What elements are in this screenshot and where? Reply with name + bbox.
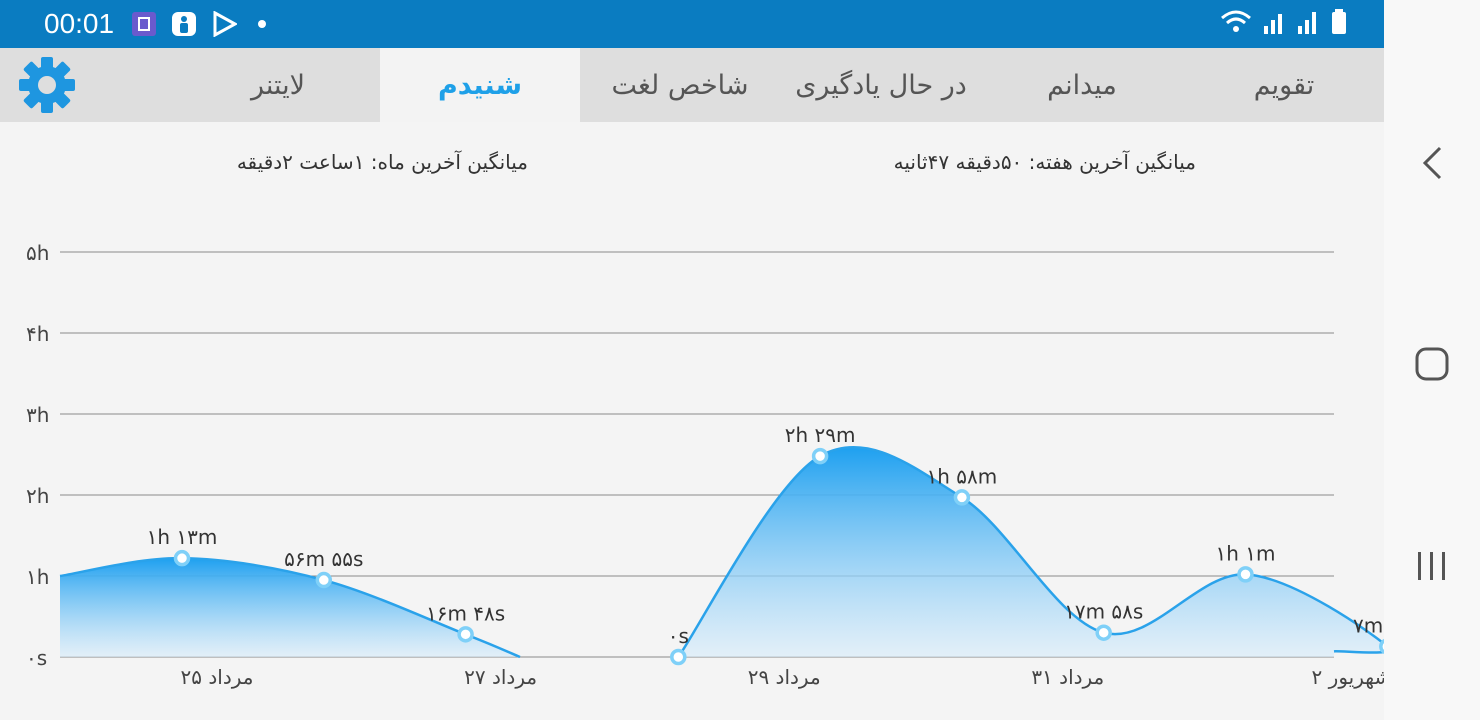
monthly-average-value: ۱ساعت ۲دقیقه <box>236 150 365 174</box>
data-point[interactable] <box>953 489 971 506</box>
x-tick-label: ۲۷ مرداد <box>464 665 537 689</box>
tab-bar: تقویم میدانم در حال یادگیری شاخص لغت شنی… <box>0 48 1384 122</box>
tab-leitner[interactable]: لایتنر <box>178 48 378 122</box>
signal-icon-1 <box>1262 8 1286 40</box>
data-label: ۲h ۲۹m <box>785 423 856 447</box>
data-point[interactable] <box>1095 624 1112 641</box>
series-line <box>677 446 1384 658</box>
x-tick-label: ۲۵ مرداد <box>181 665 254 689</box>
battery-icon <box>1330 8 1348 40</box>
data-label: ۵۶m ۵۵s <box>284 547 363 571</box>
data-point[interactable] <box>457 626 474 643</box>
series-area <box>60 558 520 657</box>
data-label: ۱۷m ۵۸s <box>1064 600 1143 624</box>
tab-word-index[interactable]: شاخص لغت <box>580 48 780 122</box>
status-system-icons <box>1220 8 1348 40</box>
tab-heard[interactable]: شنیدم <box>380 48 580 122</box>
tab-label: میدانم <box>1047 69 1117 101</box>
tab-known[interactable]: میدانم <box>982 48 1182 122</box>
home-button-icon[interactable] <box>1384 344 1480 384</box>
settings-gear-icon[interactable] <box>18 56 76 114</box>
monthly-average-label: میانگین آخرین ماه: <box>370 150 528 174</box>
data-point[interactable] <box>811 447 829 465</box>
data-label: ۱h ۱۳m <box>147 525 218 549</box>
data-point[interactable] <box>315 571 333 589</box>
accessibility-icon <box>170 10 198 38</box>
tab-label: شاخص لغت <box>611 69 749 101</box>
weekly-average: میانگین آخرین هفته: ۵۰دقیقه ۴۷ثانیه <box>894 150 1196 174</box>
data-point[interactable] <box>173 549 191 567</box>
navigation-bar <box>1384 0 1480 720</box>
data-label: ۱h ۵۸m <box>927 464 998 488</box>
series-area <box>678 447 1384 657</box>
data-point[interactable] <box>1379 638 1384 655</box>
tab-learning[interactable]: در حال یادگیری <box>780 48 982 122</box>
x-tick-label: ۳۱ مرداد <box>1031 665 1104 689</box>
tab-calendar[interactable]: تقویم <box>1184 48 1384 122</box>
data-point[interactable] <box>1237 566 1254 583</box>
y-tick-label: ۴h <box>26 322 49 346</box>
y-tick-label: ۲h <box>26 484 49 508</box>
y-tick-label: ۵h <box>26 241 49 265</box>
y-tick-label: ۱h <box>26 565 49 589</box>
listening-time-chart: ۰s ۱h ۲h ۳h ۴h ۵h ۲۵ مرداد ۲۷ مرداد ۲۹ مرداد ۳۱ م… <box>26 241 1384 689</box>
play-store-icon <box>210 10 238 38</box>
status-notification-icons <box>130 10 266 38</box>
y-tick-label: ۰s <box>26 646 47 670</box>
status-time: 00:01 <box>44 8 115 39</box>
tab-label: در حال یادگیری <box>795 69 967 101</box>
tab-label: لایتنر <box>250 69 306 101</box>
monthly-average: میانگین آخرین ماه: ۱ساعت ۲دقیقه <box>237 150 528 174</box>
weekly-average-value: ۵۰دقیقه ۴۷ثانیه <box>893 150 1023 174</box>
status-bar: 00:01 <box>0 0 1384 48</box>
tab-label: شنیدم <box>438 69 522 101</box>
data-label: ۰s <box>668 624 689 648</box>
y-tick-label: ۳h <box>26 403 49 427</box>
recent-apps-icon[interactable] <box>1384 546 1480 586</box>
data-point[interactable] <box>670 648 687 666</box>
x-tick-label: ۲ شهریور <box>1312 665 1384 689</box>
weekly-average-label: میانگین آخرین هفته: <box>1028 150 1196 174</box>
tab-label: تقویم <box>1253 69 1315 101</box>
signal-icon-2 <box>1296 8 1320 40</box>
back-chevron-icon[interactable] <box>1384 140 1480 186</box>
wifi-icon <box>1220 8 1252 40</box>
data-label: ۷m ۵۳s <box>1353 613 1384 637</box>
data-label: ۱h ۱m <box>1216 541 1276 565</box>
x-tick-label: ۲۹ مرداد <box>748 665 821 689</box>
app-notification-icon <box>130 10 158 38</box>
more-notifications-dot <box>258 20 266 28</box>
data-label: ۱۶m ۴۸s <box>426 601 505 625</box>
